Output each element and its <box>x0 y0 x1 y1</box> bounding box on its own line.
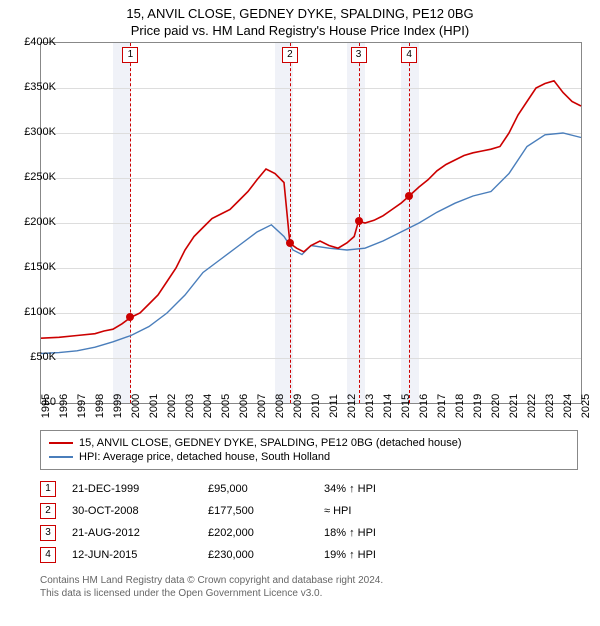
event-price: £95,000 <box>208 483 308 495</box>
sale-marker: 2 <box>282 47 298 63</box>
event-date: 21-AUG-2012 <box>72 527 192 539</box>
x-axis-label: 2024 <box>562 394 574 418</box>
x-axis-label: 2018 <box>454 394 466 418</box>
x-axis-label: 2021 <box>508 394 520 418</box>
legend-label-2: HPI: Average price, detached house, Sout… <box>79 451 330 463</box>
x-axis-label: 2019 <box>472 394 484 418</box>
x-axis-label: 2014 <box>382 394 394 418</box>
event-marker: 4 <box>40 547 56 563</box>
event-delta: 18% ↑ HPI <box>324 527 376 539</box>
event-date: 12-JUN-2015 <box>72 549 192 561</box>
sale-dot <box>355 217 363 225</box>
sale-marker: 3 <box>351 47 367 63</box>
x-axis-label: 2011 <box>328 394 340 418</box>
plot-area: 1 2 3 4 <box>40 42 582 404</box>
x-axis-label: 2015 <box>400 394 412 418</box>
footer-line-1: Contains HM Land Registry data © Crown c… <box>40 574 580 587</box>
line-series <box>41 81 581 338</box>
x-axis-label: 2025 <box>580 394 592 418</box>
event-delta: 34% ↑ HPI <box>324 483 376 495</box>
event-row: 2 30-OCT-2008 £177,500 ≈ HPI <box>40 500 580 522</box>
line-series-svg <box>41 43 581 403</box>
y-axis-label: £250K <box>24 171 56 183</box>
x-axis-label: 2013 <box>364 394 376 418</box>
event-delta: ≈ HPI <box>324 505 351 517</box>
legend-swatch-blue <box>49 456 73 458</box>
x-axis-label: 2020 <box>490 394 502 418</box>
x-axis-label: 2010 <box>310 394 322 418</box>
x-axis-label: 2002 <box>166 394 178 418</box>
event-row: 3 21-AUG-2012 £202,000 18% ↑ HPI <box>40 522 580 544</box>
title-line-1: 15, ANVIL CLOSE, GEDNEY DYKE, SPALDING, … <box>0 6 600 23</box>
event-date: 21-DEC-1999 <box>72 483 192 495</box>
event-price: £230,000 <box>208 549 308 561</box>
event-delta: 19% ↑ HPI <box>324 549 376 561</box>
title-line-2: Price paid vs. HM Land Registry's House … <box>0 23 600 38</box>
event-marker: 1 <box>40 481 56 497</box>
x-axis-label: 2012 <box>346 394 358 418</box>
x-axis-label: 2008 <box>274 394 286 418</box>
event-row: 1 21-DEC-1999 £95,000 34% ↑ HPI <box>40 478 580 500</box>
y-axis-label: £300K <box>24 126 56 138</box>
x-axis-label: 2022 <box>526 394 538 418</box>
legend-label-1: 15, ANVIL CLOSE, GEDNEY DYKE, SPALDING, … <box>79 437 462 449</box>
events-table: 1 21-DEC-1999 £95,000 34% ↑ HPI 2 30-OCT-2008… <box>40 478 580 566</box>
x-axis-label: 2016 <box>418 394 430 418</box>
x-axis-label: 2009 <box>292 394 304 418</box>
event-marker: 3 <box>40 525 56 541</box>
event-row: 4 12-JUN-2015 £230,000 19% ↑ HPI <box>40 544 580 566</box>
sale-marker: 4 <box>401 47 417 63</box>
x-axis-label: 2005 <box>220 394 232 418</box>
x-axis-label: 2007 <box>256 394 268 418</box>
y-axis-label: £150K <box>24 261 56 273</box>
event-price: £177,500 <box>208 505 308 517</box>
sale-dot <box>286 239 294 247</box>
footer: Contains HM Land Registry data © Crown c… <box>40 574 580 600</box>
x-axis-label: 2003 <box>184 394 196 418</box>
x-axis-label: 1996 <box>58 394 70 418</box>
chart: 1234 £0£50K£100K£150K£200K£250K£300K£350… <box>40 42 600 422</box>
x-axis-label: 1999 <box>112 394 124 418</box>
x-axis-label: 1997 <box>76 394 88 418</box>
sale-dot <box>126 313 134 321</box>
y-axis-label: £350K <box>24 81 56 93</box>
y-axis-label: £50K <box>30 351 56 363</box>
x-axis-label: 2006 <box>238 394 250 418</box>
x-axis-label: 2017 <box>436 394 448 418</box>
x-axis-label: 2000 <box>130 394 142 418</box>
x-axis-label: 2004 <box>202 394 214 418</box>
legend: 15, ANVIL CLOSE, GEDNEY DYKE, SPALDING, … <box>40 430 578 470</box>
line-series <box>41 133 581 354</box>
y-axis-label: £400K <box>24 36 56 48</box>
legend-swatch-red <box>49 442 73 444</box>
x-axis-label: 1998 <box>94 394 106 418</box>
sale-dot <box>405 192 413 200</box>
sale-marker: 1 <box>122 47 138 63</box>
event-marker: 2 <box>40 503 56 519</box>
x-axis-label: 2023 <box>544 394 556 418</box>
legend-item-hpi: HPI: Average price, detached house, Sout… <box>49 450 569 464</box>
x-axis-label: 2001 <box>148 394 160 418</box>
legend-item-price-paid: 15, ANVIL CLOSE, GEDNEY DYKE, SPALDING, … <box>49 436 569 450</box>
event-date: 30-OCT-2008 <box>72 505 192 517</box>
y-axis-label: £100K <box>24 306 56 318</box>
x-axis-label: 1995 <box>40 394 52 418</box>
event-price: £202,000 <box>208 527 308 539</box>
footer-line-2: This data is licensed under the Open Gov… <box>40 587 580 600</box>
y-axis-label: £200K <box>24 216 56 228</box>
